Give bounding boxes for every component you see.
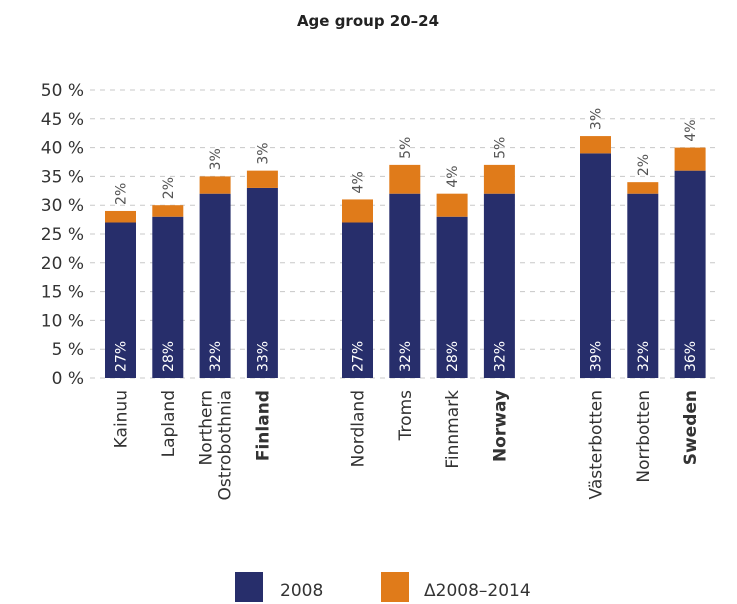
y-tick-label: 20 % [41,254,84,274]
category-label: Finnmark [443,390,463,469]
data-label-2008: 36% [683,341,699,372]
data-label-delta: 3% [589,108,605,130]
category-label: Norrbotten [634,390,654,483]
data-label-delta: 2% [636,154,652,176]
y-tick-label: 50 % [41,81,84,101]
bar-delta [627,182,659,194]
data-label-2008: 39% [589,341,605,372]
category-label: Finland [253,390,273,461]
y-tick-label: 45 % [41,110,84,130]
data-label-2008: 32% [636,341,652,372]
data-label-delta: 4% [683,119,699,141]
bar-delta [199,176,231,194]
bars [105,136,706,378]
legend-label-delta: Δ2008–2014 [424,581,531,601]
y-tick-label: 35 % [41,167,84,187]
legend: 2008 Δ2008–2014 [235,572,531,602]
y-tick-label: 30 % [41,196,84,216]
data-label-delta: 3% [208,148,224,170]
bar-delta [580,136,611,154]
legend-swatch-delta [381,572,409,602]
data-label-delta: 4% [445,165,461,187]
data-labels: 27% 2% 28% 2% 32% 3% 33% 3% 27% 4% 32% 5% 28% 4% 32% 5%… [114,108,700,372]
bar-2008 [342,222,373,378]
bar-2008 [436,216,468,378]
category-label: Norway [490,390,510,462]
bar-2008 [105,222,136,378]
y-tick-label: 0 % [52,369,84,389]
data-label-delta: 5% [398,137,414,159]
data-label-delta: 5% [492,137,508,159]
bar-delta [105,210,136,223]
category-label: Sweden [681,390,701,465]
bar-2008 [627,193,659,378]
bar-delta [342,199,373,223]
legend-label-2008: 2008 [280,581,323,601]
bar-delta [674,147,706,171]
data-label-delta: 4% [351,171,367,193]
bar-delta [483,164,515,194]
data-label-delta: 2% [161,177,177,199]
data-label-2008: 28% [161,341,177,372]
data-label-delta: 2% [114,183,130,205]
y-tick-label: 15 % [41,283,84,303]
bar-delta [436,193,468,217]
category-label: Northern [197,390,217,465]
y-axis-ticks: 0 % 5 % 10 % 15 % 20 % 25 % 30 % 35 % 40 % 45 % 50… [41,81,84,389]
bar-2008 [246,187,278,378]
data-label-2008: 32% [208,341,224,372]
category-label: Troms [396,390,416,441]
legend-swatch-2008 [235,572,263,602]
data-label-2008: 27% [351,341,367,372]
data-label-2008: 28% [445,341,461,372]
category-labels: Kainuu Lapland Northern Ostrobothnia Finland… [112,390,702,501]
bar-2008 [389,193,421,378]
y-tick-label: 10 % [41,311,84,331]
data-label-2008: 27% [114,341,130,372]
bar-2008 [199,193,231,378]
category-label: Västerbotten [587,390,607,499]
category-label: Nordland [349,390,369,467]
y-tick-label: 5 % [52,340,84,360]
y-tick-label: 40 % [41,139,84,159]
data-label-2008: 33% [255,341,271,372]
bar-delta [152,205,184,217]
bar-2008 [674,170,706,378]
bar-2008 [483,193,515,378]
category-label: Kainuu [112,390,132,448]
category-label: Lapland [159,390,179,457]
chart-title: Age group 20–24 [297,12,439,30]
y-tick-label: 25 % [41,225,84,245]
data-label-2008: 32% [398,341,414,372]
data-label-delta: 3% [255,142,271,164]
category-label: Ostrobothnia [216,390,236,500]
data-label-2008: 32% [492,341,508,372]
bar-2008 [580,153,611,378]
bar-delta [246,170,278,188]
bar-2008 [152,216,184,378]
bar-delta [389,164,421,194]
